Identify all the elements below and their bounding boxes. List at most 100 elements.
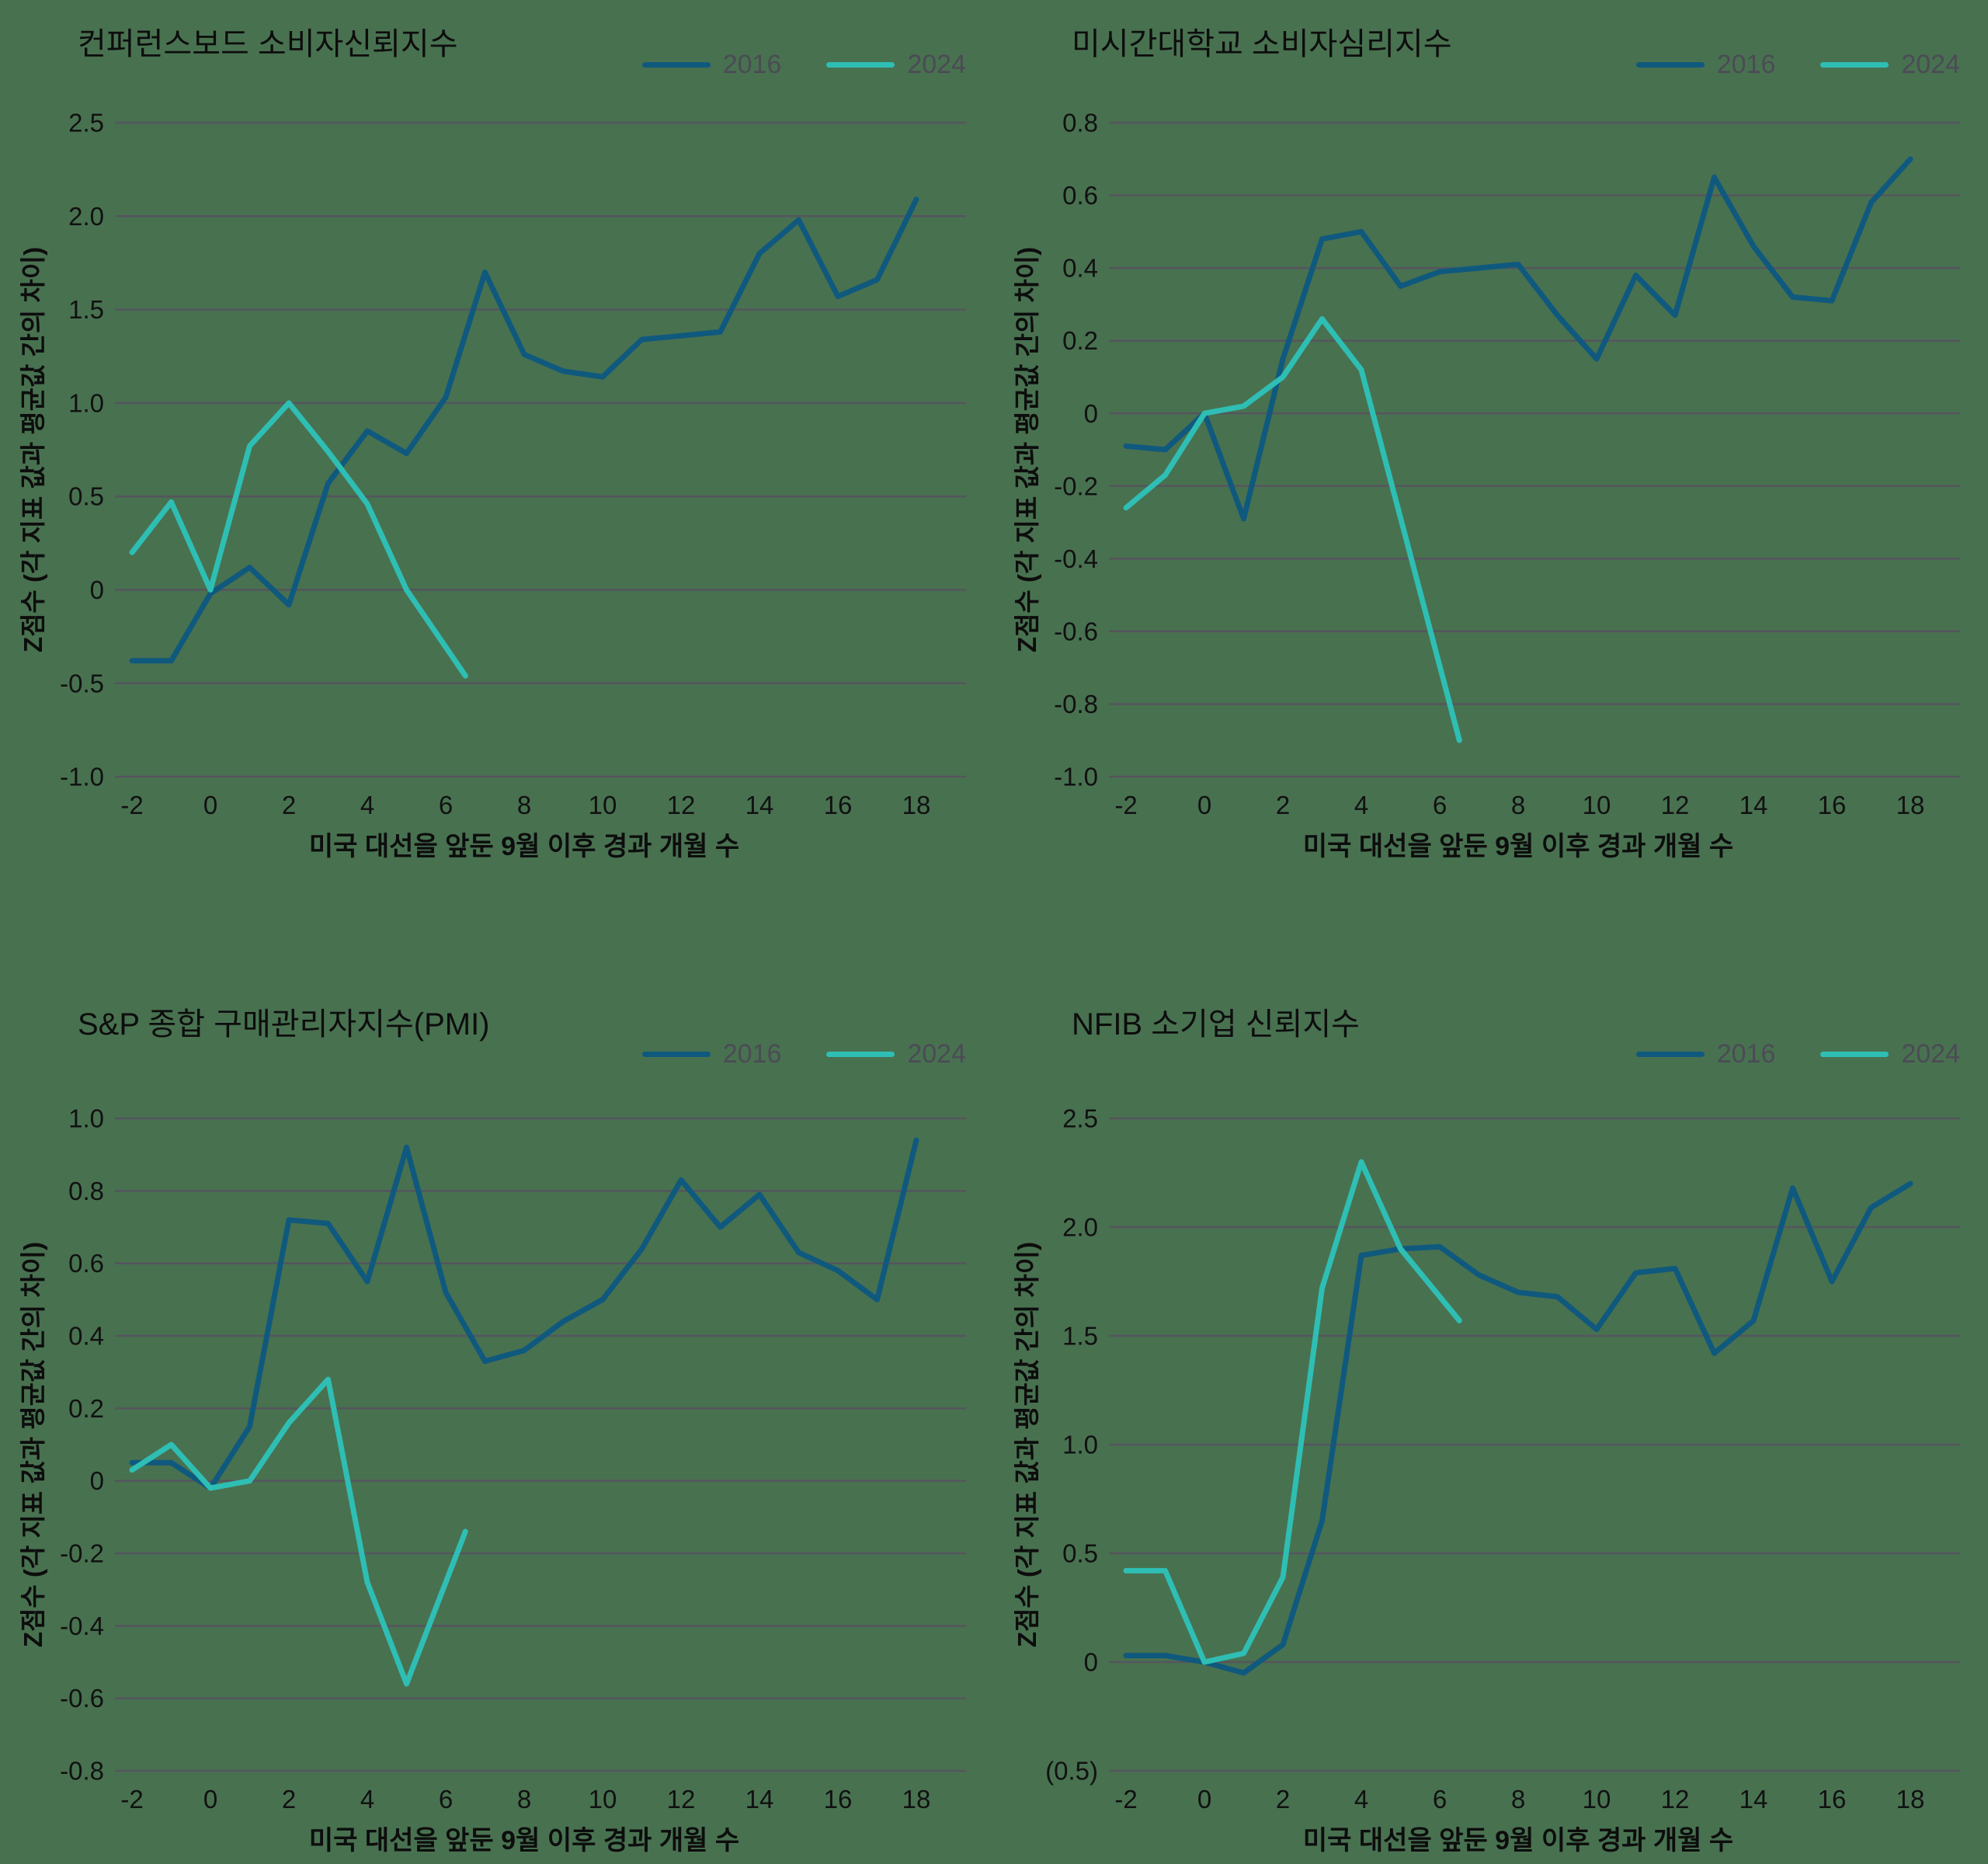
x-tick-label: 2	[282, 1785, 296, 1814]
x-tick-label: 8	[517, 791, 531, 819]
y-tick-label: -0.6	[60, 1684, 104, 1713]
y-tick-label: -0.8	[60, 1757, 104, 1786]
x-tick-label: 14	[1740, 791, 1768, 819]
y-tick-label: 0.2	[68, 1394, 104, 1423]
x-axis-title: 미국 대선을 앞둔 9월 이후 경과 개월 수	[1302, 1826, 1734, 1855]
legend-label-2024: 2024	[907, 1039, 966, 1069]
legend-item-2016: 2016	[641, 50, 782, 80]
x-tick-label: 12	[1661, 791, 1690, 819]
x-tick-label: 18	[902, 791, 931, 819]
legend-label-2024: 2024	[1901, 50, 1960, 79]
y-tick-label: -0.8	[1054, 690, 1098, 718]
y-axis-title: Z점수 (각 지표 값과 평균값 간의 차이)	[19, 1241, 47, 1648]
legend-item-2024: 2024	[1820, 1039, 1960, 1069]
legend-label-2024: 2024	[907, 50, 966, 79]
y-tick-label: -0.5	[60, 669, 104, 697]
legend-item-2016: 2016	[641, 1039, 782, 1069]
x-tick-label: 16	[1818, 791, 1847, 819]
legend: 2016 2024	[1635, 1039, 1960, 1069]
y-tick-label: -0.2	[1054, 471, 1098, 500]
series-line-2016	[1123, 156, 1913, 522]
y-tick-label: 0.6	[68, 1249, 104, 1278]
chart-title: 미시간대학교 소비자심리지수	[1072, 27, 1452, 61]
x-tick-label: 4	[1354, 791, 1368, 819]
y-tick-label: 0.4	[1062, 254, 1098, 283]
y-tick-label: 0.2	[1062, 326, 1098, 355]
y-tick-label: -1.0	[1054, 763, 1098, 791]
x-tick-label: -2	[120, 791, 143, 819]
y-tick-label: 0.6	[1062, 181, 1098, 210]
x-tick-label: 10	[1583, 791, 1611, 819]
x-tick-label: 6	[1433, 791, 1447, 819]
x-tick-label: 0	[1197, 791, 1211, 819]
line-swatch-2024-icon	[1820, 62, 1889, 68]
y-tick-label: -0.6	[1054, 617, 1098, 645]
legend-item-2024: 2024	[826, 50, 966, 80]
x-tick-label: 18	[1896, 1785, 1925, 1814]
line-swatch-2024-icon	[826, 62, 895, 68]
legend-item-2016: 2016	[1635, 50, 1776, 80]
x-tick-label: 4	[360, 791, 374, 819]
y-tick-label: 2.0	[68, 202, 104, 231]
chart-title: S&P 종합 구매관리자지수(PMI)	[78, 1007, 490, 1042]
y-tick-label: 0.5	[1062, 1539, 1098, 1568]
x-axis-title: 미국 대선을 앞둔 9월 이후 경과 개월 수	[308, 832, 740, 861]
legend-label-2016: 2016	[1716, 50, 1776, 79]
x-tick-label: 2	[1276, 1785, 1290, 1814]
y-tick-label: 1.0	[68, 388, 104, 417]
chart-panel-umich-sentiment: 미시간대학교 소비자심리지수 2016 2024 0.8 0.6 0.4 0.2 0 -0…	[994, 0, 1988, 932]
y-tick-label: 1.0	[1062, 1431, 1098, 1459]
y-tick-label: -0.4	[60, 1612, 104, 1640]
line-swatch-2016-icon	[1635, 62, 1705, 68]
y-tick-label: 0	[1084, 1648, 1098, 1677]
x-axis-title: 미국 대선을 앞둔 9월 이후 경과 개월 수	[308, 1826, 740, 1855]
x-tick-label: 0	[1197, 1785, 1211, 1814]
chart-canvas: 0.8 0.6 0.4 0.2 0 -0.2 -0.4 -0.6 -0.8 -1.0 -2 0 2 4 6 8…	[1054, 109, 1960, 819]
x-tick-label: 12	[667, 791, 696, 819]
legend-label-2016: 2016	[722, 1039, 782, 1069]
y-tick-label: 2.5	[1062, 1104, 1098, 1133]
series-line-2024	[1123, 316, 1462, 743]
y-tick-label: -0.2	[60, 1539, 104, 1568]
x-tick-label: 14	[1740, 1785, 1768, 1814]
x-tick-label: 18	[1896, 791, 1925, 819]
line-swatch-2024-icon	[1820, 1052, 1889, 1057]
y-tick-label: 0	[90, 1466, 104, 1495]
chart-panel-nfib-small-business: NFIB 소기업 신뢰지수 2016 2024 2.5 2.0 1.5 1.0 0.5 0…	[994, 932, 1988, 1864]
x-tick-label: 12	[1661, 1785, 1690, 1814]
x-tick-label: 16	[824, 1785, 853, 1814]
series-line-2024	[1123, 1159, 1462, 1665]
x-tick-label: 0	[203, 1785, 217, 1814]
chart-canvas: 1.0 0.8 0.6 0.4 0.2 0 -0.2 -0.4 -0.6 -0.8 -2 0 2 4 6 8 1…	[60, 1104, 966, 1814]
x-tick-label: 14	[746, 1785, 774, 1814]
x-axis-title: 미국 대선을 앞둔 9월 이후 경과 개월 수	[1302, 832, 1734, 861]
x-tick-label: 14	[746, 791, 774, 819]
series-line-2016	[129, 1137, 919, 1491]
y-tick-label: 1.0	[68, 1104, 104, 1133]
x-tick-label: 10	[589, 791, 617, 819]
y-tick-label: 2.0	[1062, 1213, 1098, 1242]
x-tick-label: 6	[1433, 1785, 1447, 1814]
legend-label-2024: 2024	[1901, 1039, 1960, 1069]
legend-item-2024: 2024	[1820, 50, 1960, 80]
legend: 2016 2024	[1635, 50, 1960, 80]
legend: 2016 2024	[641, 50, 966, 80]
x-tick-label: 8	[1511, 791, 1525, 819]
series-line-2024	[129, 400, 468, 679]
line-swatch-2024-icon	[826, 1052, 895, 1057]
y-tick-label: 0.8	[1062, 109, 1098, 137]
x-tick-label: -2	[1114, 1785, 1137, 1814]
x-tick-label: 2	[1276, 791, 1290, 819]
legend-label-2016: 2016	[1716, 1039, 1776, 1069]
y-tick-label: 1.5	[68, 295, 104, 324]
y-tick-label: -0.4	[1054, 544, 1098, 573]
chart-panel-conference-board-cci: 컨퍼런스보드 소비자신뢰지수 2016 2024 2.5 2.0 1.5 1.0 0.5…	[0, 0, 994, 932]
x-tick-label: 10	[1583, 1785, 1611, 1814]
x-tick-label: 6	[439, 791, 453, 819]
x-tick-label: 0	[203, 791, 217, 819]
legend: 2016 2024	[641, 1039, 966, 1069]
y-axis-title: Z점수 (각 지표 값과 평균값 간의 차이)	[1013, 246, 1041, 653]
legend-label-2016: 2016	[722, 50, 782, 79]
x-tick-label: 16	[1818, 1785, 1847, 1814]
